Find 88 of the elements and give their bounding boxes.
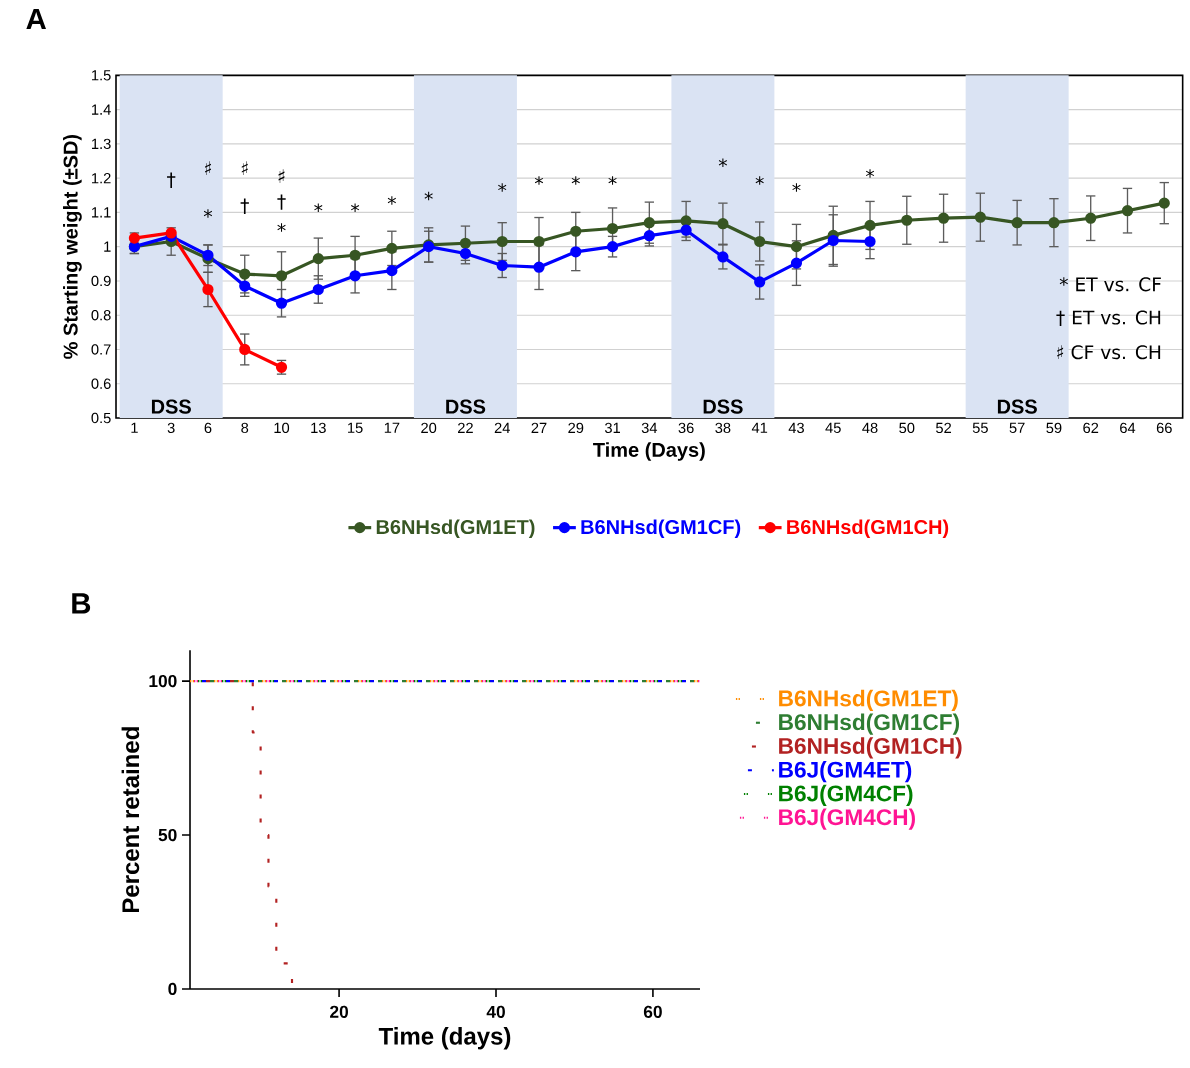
x-tick-label: 29 (568, 422, 584, 434)
annotation: ♯ CF vs. CH (1057, 345, 1161, 360)
annotation: † (167, 172, 176, 188)
y-tick-label: 1 (104, 241, 111, 252)
x-tick-label: 52 (936, 422, 952, 434)
x-tick-label: 20 (421, 422, 437, 434)
y-tick-label: 1.3 (92, 138, 111, 150)
x-tick-label: 40 (486, 1005, 505, 1018)
x-tick-label: 31 (604, 422, 620, 434)
y-tick-label: 0.7 (91, 344, 111, 355)
annotation: * (792, 183, 801, 192)
x-tick-label: 27 (531, 422, 547, 433)
annotation: * (424, 191, 433, 201)
y-tick-label: 1.5 (92, 70, 111, 81)
legend-label: B6NHsd(GM1ET) (779, 689, 958, 711)
y-tick-label: 0 (168, 982, 177, 996)
legend-label: B6NHsd(GM1CF) (581, 519, 741, 539)
annotation: * (277, 223, 286, 232)
annotation: * ET vs. CF (1059, 277, 1161, 292)
x-tick-label: 59 (1046, 422, 1062, 434)
x-tick-label: 15 (348, 422, 363, 433)
x-tick-label: 43 (788, 422, 804, 434)
y-tick-label: 0.5 (91, 412, 111, 424)
annotation: * (608, 176, 617, 185)
chart-title: B (72, 593, 91, 614)
x-tick-label: 6 (204, 422, 212, 434)
x-tick-label: 10 (274, 422, 290, 434)
y-tick-label: 0.9 (91, 275, 111, 287)
y-tick-label: 50 (158, 828, 177, 842)
legend-label: B6J(GM4ET) (779, 761, 912, 783)
x-tick-label: 60 (643, 1005, 662, 1018)
annotation: * (203, 209, 213, 218)
annotation: † (240, 198, 249, 214)
x-tick-label: 8 (241, 422, 249, 434)
y-axis-title: % Starting weight (±SD) (63, 134, 82, 359)
annotation: * (498, 183, 507, 192)
x-tick-label: 55 (972, 422, 988, 433)
x-tick-label: 13 (311, 422, 326, 434)
annotation: * (350, 203, 360, 212)
x-tick-label: 20 (330, 1005, 349, 1018)
annotation: * (865, 169, 875, 178)
y-tick-label: 1.2 (92, 173, 111, 184)
x-tick-label: 50 (899, 422, 915, 434)
x-tick-label: 66 (1156, 422, 1172, 434)
annotation: * (387, 196, 396, 205)
legend-label: B6J(GM4CF) (779, 784, 913, 806)
annotation: * (571, 176, 580, 185)
x-tick-label: 17 (384, 422, 400, 433)
y-tick-label: 1.1 (92, 207, 111, 218)
x-tick-label: 64 (1120, 422, 1136, 434)
x-tick-label: 45 (825, 422, 841, 433)
band-label: DSS (997, 399, 1037, 414)
annotation: † ET vs. CH (1056, 310, 1161, 327)
annotation: ♯ (241, 161, 248, 176)
band-label: DSS (151, 399, 191, 414)
x-axis-title: Time (Days) (593, 442, 705, 461)
band-label: DSS (703, 399, 743, 414)
y-axis-title: Percent retained (121, 727, 140, 913)
y-tick-label: 1.4 (92, 104, 111, 115)
x-tick-label: 57 (1009, 422, 1025, 433)
annotation: * (718, 158, 728, 168)
x-tick-label: 48 (862, 422, 878, 434)
annotation: * (755, 176, 764, 185)
x-tick-label: 41 (751, 422, 768, 433)
annotation: * (534, 176, 544, 185)
y-tick-label: 0.6 (91, 378, 111, 389)
legend-label: B6NHsd(GM1ET) (376, 519, 535, 539)
band-label: DSS (446, 399, 486, 414)
x-tick-label: 1 (131, 422, 138, 433)
x-tick-label: 36 (678, 422, 694, 434)
legend-label: B6J(GM4CH) (779, 808, 915, 830)
legend-label: B6NHsd(GM1CF) (779, 713, 960, 735)
annotation: ♯ (205, 161, 211, 176)
x-tick-label: 22 (458, 422, 473, 433)
legend-label: B6NHsd(GM1CH) (787, 519, 949, 539)
annotation: † (277, 194, 286, 210)
x-tick-label: 62 (1083, 422, 1099, 434)
x-tick-label: 38 (715, 422, 731, 434)
x-tick-label: 24 (494, 422, 510, 433)
annotation: * (314, 203, 323, 212)
chart-title: A (26, 8, 47, 30)
x-axis-title: Time (days) (378, 1027, 511, 1050)
legend-label: B6NHsd(GM1CH) (779, 737, 962, 759)
annotation: ♯ (278, 169, 285, 183)
x-tick-label: 3 (167, 422, 175, 434)
x-tick-label: 34 (641, 422, 658, 434)
y-tick-label: 100 (149, 674, 177, 688)
y-tick-label: 0.8 (91, 310, 111, 321)
